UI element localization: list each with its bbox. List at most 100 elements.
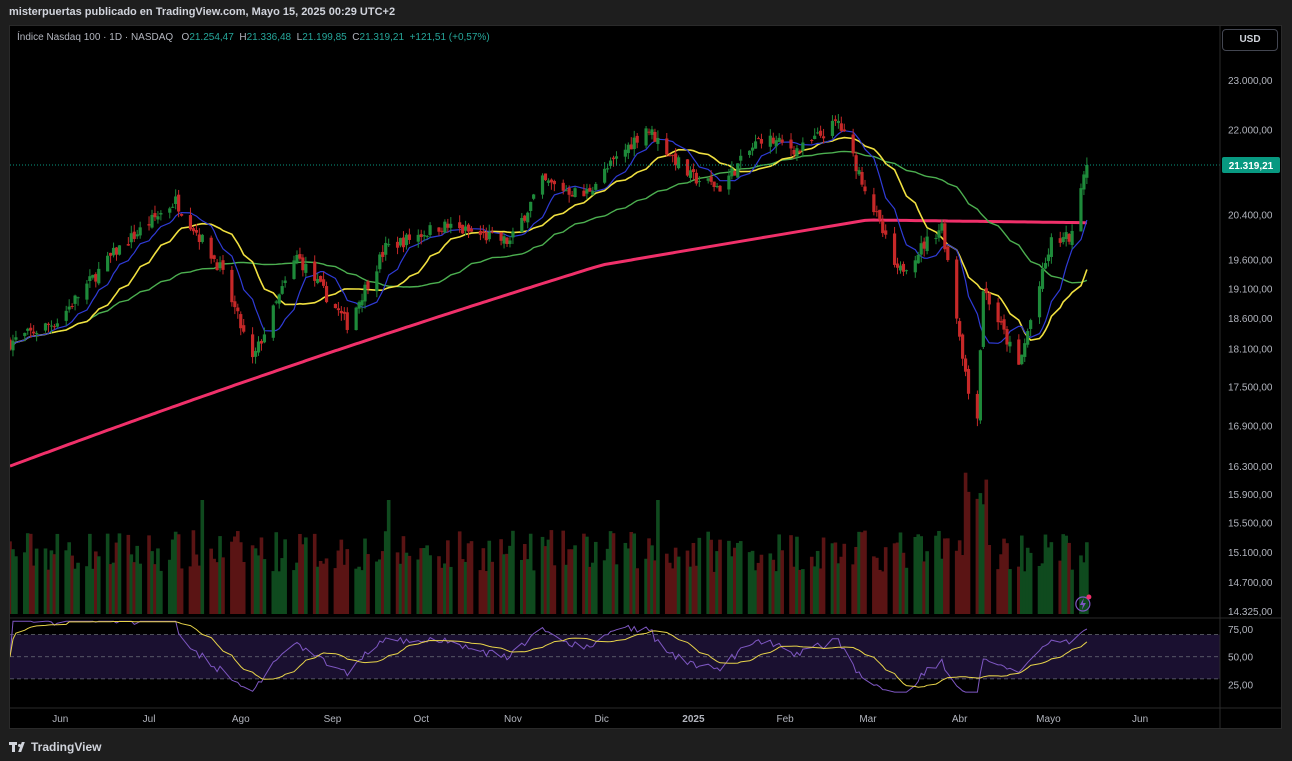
candle-body <box>712 181 716 188</box>
volume-bar <box>428 555 432 614</box>
volume-bar <box>937 530 941 614</box>
candle-body <box>259 340 264 344</box>
volume-bar <box>378 559 382 614</box>
currency-button[interactable]: USD <box>1222 29 1278 51</box>
chart-frame[interactable]: 23.000,00 22.000,00 20.400,00 19.600,00 19.1… <box>9 25 1282 729</box>
candle-body <box>671 154 675 156</box>
candle-body <box>1008 341 1012 347</box>
candle-body <box>878 209 882 220</box>
volume-bar <box>93 551 98 614</box>
symbol-name[interactable]: Índice Nasdaq 100 · 1D · NASDAQ <box>17 32 174 43</box>
volume-bar <box>28 533 33 614</box>
volume-bar <box>623 542 628 614</box>
candle-body <box>582 190 586 197</box>
volume-bar <box>735 542 740 614</box>
candle-body <box>108 252 113 256</box>
candle-body <box>718 185 722 192</box>
candle-body <box>819 130 823 136</box>
candle-body <box>35 333 39 335</box>
candle-body <box>11 340 15 351</box>
volume-bar <box>111 562 116 614</box>
volume-bar <box>809 556 814 614</box>
volume-bar <box>644 558 648 614</box>
candle-body <box>440 230 444 232</box>
candle-body <box>895 263 900 268</box>
volume-bar <box>114 542 119 614</box>
candle-body <box>360 300 364 306</box>
candle-body <box>218 262 222 269</box>
candle-body <box>668 155 672 157</box>
volume-bar <box>386 500 391 614</box>
candle-body <box>313 261 317 281</box>
volume-bar <box>608 531 613 614</box>
volume-bar <box>132 562 137 614</box>
candle-body <box>777 137 781 142</box>
volume-bar <box>528 533 533 614</box>
y-tick-label: 15.100,00 <box>1228 548 1273 559</box>
volume-bar <box>366 554 370 614</box>
volume-bar <box>650 545 654 614</box>
candle-body <box>946 246 950 261</box>
chart-canvas[interactable]: 23.000,00 22.000,00 20.400,00 19.600,00 19.1… <box>10 26 1282 729</box>
volume-bar <box>85 566 89 614</box>
candle-body <box>29 327 33 331</box>
candle-body <box>384 243 388 255</box>
volume-bar <box>419 548 424 614</box>
volume-bar <box>792 566 796 614</box>
volume-bar <box>380 551 385 614</box>
volume-bar <box>96 556 101 614</box>
candle-body <box>526 212 530 223</box>
volume-bar <box>422 548 426 614</box>
volume-bar <box>318 560 323 614</box>
volume-bar <box>31 565 36 614</box>
candle-body <box>64 310 68 321</box>
candle-body <box>606 168 610 170</box>
candle-body <box>1079 188 1083 232</box>
volume-bar <box>194 554 199 614</box>
volume-bar <box>238 542 243 614</box>
candle-body <box>239 314 243 329</box>
volume-bar <box>851 564 855 614</box>
candle-body <box>106 255 110 272</box>
volume-bar <box>898 532 903 614</box>
candle-body <box>147 224 151 226</box>
volume-bars <box>10 472 1089 614</box>
candle-body <box>872 194 876 213</box>
candle-body <box>26 328 30 331</box>
volume-bar <box>934 535 938 614</box>
candle-body <box>366 281 370 290</box>
volume-bar <box>626 548 631 614</box>
candle-body <box>851 134 855 154</box>
open-label: O <box>181 32 190 43</box>
candle-body <box>114 247 119 255</box>
candle-body <box>177 194 181 212</box>
x-tick-label: Jul <box>143 714 156 725</box>
candle-body <box>614 156 619 159</box>
volume-bar <box>250 545 255 614</box>
volume-bar <box>670 568 675 614</box>
candle-body <box>117 245 122 255</box>
candle-body <box>1064 232 1068 240</box>
tradingview-logo-icon <box>9 742 27 752</box>
volume-bar <box>117 533 122 614</box>
volume-bar <box>960 555 965 614</box>
tradingview-logo[interactable]: TradingView <box>9 740 101 754</box>
candle-body <box>46 323 51 325</box>
candle-body <box>253 350 258 357</box>
volume-bar <box>304 537 308 614</box>
volume-bar <box>156 548 160 614</box>
candle-body <box>168 208 172 213</box>
volume-bar <box>664 553 669 614</box>
candle-body <box>469 228 474 232</box>
y-tick-label: 14.700,00 <box>1228 578 1273 589</box>
volume-bar <box>490 561 495 614</box>
candle-body <box>484 232 488 241</box>
volume-bar <box>552 565 557 614</box>
candle-body <box>730 168 734 177</box>
volume-bar <box>221 557 225 614</box>
volume-bar <box>339 539 344 614</box>
volume-bar <box>437 556 441 614</box>
volume-bar <box>667 562 672 614</box>
candle-body <box>999 321 1003 323</box>
candle-body <box>428 225 432 235</box>
